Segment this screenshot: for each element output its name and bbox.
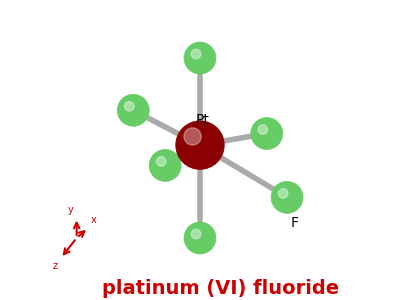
Circle shape (184, 128, 201, 145)
Text: x: x (91, 215, 97, 225)
Text: Pt: Pt (196, 113, 210, 127)
Text: z: z (53, 261, 58, 271)
Circle shape (191, 49, 201, 59)
Circle shape (184, 222, 216, 254)
Circle shape (258, 125, 268, 134)
Circle shape (191, 229, 201, 239)
Circle shape (156, 157, 166, 166)
Circle shape (124, 101, 134, 111)
Circle shape (251, 118, 283, 149)
Circle shape (184, 42, 216, 74)
Text: platinum (VI) fluoride: platinum (VI) fluoride (102, 279, 339, 298)
Circle shape (271, 182, 303, 213)
Text: F: F (290, 216, 298, 230)
Circle shape (278, 189, 288, 198)
Circle shape (175, 120, 225, 170)
Circle shape (149, 149, 181, 182)
Circle shape (117, 94, 149, 126)
Text: y: y (68, 205, 74, 215)
